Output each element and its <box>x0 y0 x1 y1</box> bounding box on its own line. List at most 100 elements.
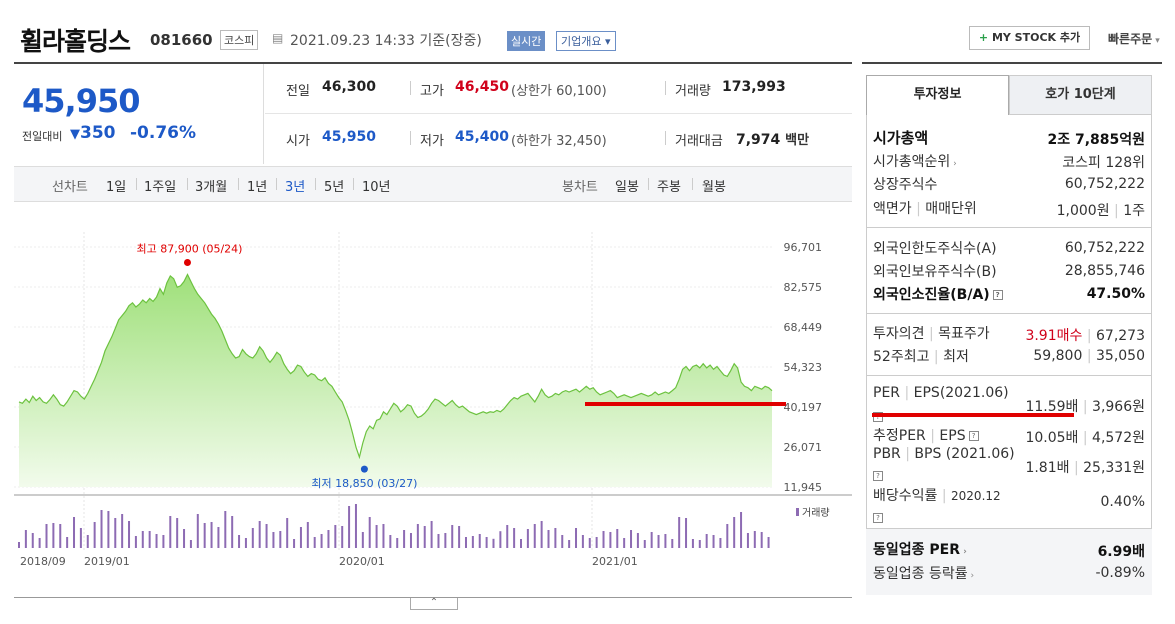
foreign-hold-label: 외국인보유주식수(B) <box>873 264 997 280</box>
help-icon[interactable]: ? <box>873 465 883 484</box>
volume-bar <box>66 537 69 548</box>
tab-orderbook-10[interactable]: 호가 10단계 <box>1009 75 1152 115</box>
volume-bar <box>348 506 351 548</box>
tab-invest-info[interactable]: 투자정보 <box>866 75 1009 115</box>
tab-period-3m[interactable]: 3개월 <box>195 180 228 195</box>
volume-bar <box>134 536 137 548</box>
volume-bar <box>430 521 433 548</box>
volume-bar <box>59 524 62 548</box>
volume-bar <box>437 534 440 548</box>
divider <box>187 178 188 190</box>
volume-bar <box>251 528 254 548</box>
divider <box>665 81 666 95</box>
pbr-bps-value: 1.81배 | 25,331원 <box>1025 460 1145 476</box>
volume-bar <box>38 538 41 548</box>
collapse-chevron-up-icon[interactable]: ⌃ <box>410 598 458 610</box>
price-chart[interactable]: 96,701 82,575 68,449 54,323 40,197 26,071 11,9… <box>14 202 852 597</box>
volume-bar <box>121 514 124 548</box>
y-tick-label: 82,575 <box>784 281 823 294</box>
volume-bar <box>581 535 584 548</box>
realtime-button[interactable]: 실시간 <box>507 31 546 51</box>
tab-candle-daily[interactable]: 일봉 <box>615 180 639 195</box>
volume-bar <box>238 535 241 548</box>
right-tabs: 투자정보 호가 10단계 <box>866 75 1152 115</box>
volume-bar <box>196 514 199 548</box>
tab-period-3y[interactable]: 3년 <box>285 180 306 195</box>
help-icon[interactable]: ? <box>968 431 979 441</box>
divider <box>315 178 316 190</box>
volume-bar <box>382 524 385 548</box>
y-tick-label: 40,197 <box>784 401 823 414</box>
divider <box>238 178 239 190</box>
y-tick-label: 68,449 <box>784 321 823 334</box>
week52-value: 59,800 | 35,050 <box>1033 348 1145 364</box>
volume-bar <box>650 532 653 548</box>
tab-candle-monthly[interactable]: 월봉 <box>702 180 726 195</box>
volume-bar <box>609 532 612 548</box>
change-label: 전일대비 <box>22 130 63 143</box>
chevron-right-icon: › <box>960 547 967 557</box>
volume-bar <box>595 537 598 548</box>
opinion-target-value: 3.91매수 | 67,273 <box>1025 328 1145 344</box>
industry-block <box>866 529 1152 595</box>
volume-bar <box>155 534 158 548</box>
trade-amount-value: 7,974 백만 <box>736 132 810 148</box>
volume-bar <box>320 534 323 548</box>
volume-bar <box>691 539 694 548</box>
my-stock-add-button[interactable]: + MY STOCK 추가 <box>969 26 1090 50</box>
high-value: 46,450 <box>455 79 510 95</box>
volume-bar <box>368 517 371 548</box>
volume-bar <box>636 533 639 548</box>
volume-bar <box>678 517 681 548</box>
volume-bar <box>169 516 172 548</box>
industry-rate-link[interactable]: 동일업종 등락률 › <box>873 566 975 582</box>
market-cap-value: 2조 7,885억원 <box>1047 132 1145 148</box>
volume-bar <box>327 530 330 548</box>
divider <box>648 178 649 190</box>
volume-bar <box>616 529 619 548</box>
tab-period-1w[interactable]: 1주일 <box>144 180 177 195</box>
volume-bar <box>726 524 729 548</box>
volume-bar <box>643 540 646 548</box>
tab-period-10y[interactable]: 10년 <box>362 180 391 195</box>
market-cap-rank-link[interactable]: 시가총액순위 › <box>873 154 957 170</box>
divider <box>866 313 1152 314</box>
tab-period-1d[interactable]: 1일 <box>106 180 127 195</box>
pbr-bps-label: PBR | BPS (2021.06) <box>873 446 1015 462</box>
line-chart-label: 선차트 <box>52 180 88 195</box>
volume-bar <box>602 531 605 548</box>
company-overview-dropdown[interactable]: 기업개요 ▾ <box>556 31 616 51</box>
volume-bar <box>588 538 591 548</box>
volume-bar <box>306 522 309 548</box>
volume-bar <box>423 526 426 548</box>
tab-candle-weekly[interactable]: 주봉 <box>657 180 681 195</box>
industry-rate-value: -0.89% <box>1095 565 1145 581</box>
volume-bar <box>334 525 337 548</box>
volume-bar <box>416 524 419 548</box>
tab-period-5y[interactable]: 5년 <box>324 180 345 195</box>
quote-datetime: 2021.09.23 14:33 기준(장중) <box>290 33 482 49</box>
industry-per-link[interactable]: 동일업종 PER › <box>873 542 967 558</box>
volume-bar <box>45 524 48 548</box>
volume-bar <box>73 517 76 548</box>
tab-period-1y[interactable]: 1년 <box>247 180 268 195</box>
help-icon[interactable]: ? <box>992 290 1003 300</box>
divider <box>692 178 693 190</box>
volume-bar <box>210 522 213 548</box>
upper-limit: (상한가 60,100) <box>511 84 607 99</box>
change-value: ▼350 <box>70 123 116 143</box>
volume-bar <box>354 504 357 548</box>
down-triangle-icon: ▼ <box>70 127 80 142</box>
volume-bar <box>107 511 110 548</box>
quick-order-dropdown[interactable]: 빠른주문 ▾ <box>1108 32 1160 46</box>
volume-bar <box>685 518 688 548</box>
help-icon[interactable]: ? <box>873 507 883 526</box>
volume-bar <box>506 525 509 548</box>
volume-bar <box>513 528 516 548</box>
opinion-target-label: 투자의견 | 목표주가 <box>873 326 990 342</box>
volume-bar <box>664 534 667 548</box>
volume-bar <box>403 530 406 548</box>
volume-bar <box>141 531 144 548</box>
volume-bar <box>719 538 722 548</box>
y-tick-label: 54,323 <box>784 361 823 374</box>
